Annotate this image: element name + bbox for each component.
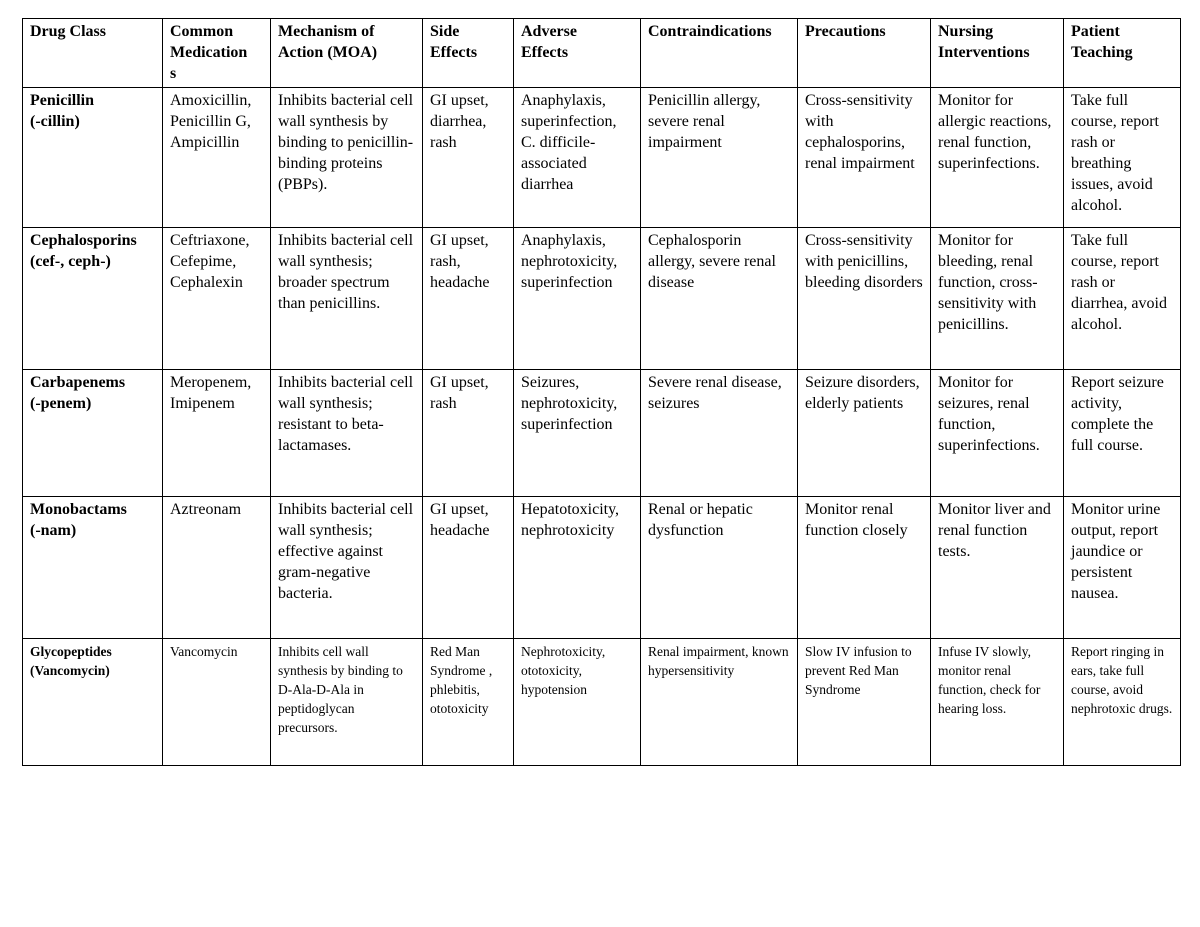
column-header-nursing-interventions: Nursing Interventions	[930, 18, 1064, 88]
column-header-contraindications: Contraindications	[640, 18, 798, 88]
table-cell: Severe renal disease, seizures	[640, 368, 798, 497]
table-cell: Inhibits bacterial cell wall synthesis; …	[270, 368, 423, 497]
table-cell: Inhibits bacterial cell wall synthesis; …	[270, 495, 423, 639]
table-cell: GI upset, rash, headache	[422, 226, 514, 370]
table-cell: Amoxicillin, Penicillin G, Ampicillin	[162, 86, 271, 228]
table-cell: Ceftriaxone, Cefepime, Cephalexin	[162, 226, 271, 370]
table-cell: GI upset, headache	[422, 495, 514, 639]
table-cell: Monitor urine output, report jaundice or…	[1063, 495, 1181, 639]
table-cell: Aztreonam	[162, 495, 271, 639]
table-cell: Vancomycin	[162, 637, 271, 766]
column-header-common-medications: Common Medication s	[162, 18, 271, 88]
table-cell: Anaphylaxis, nephrotoxicity, superinfect…	[513, 226, 641, 370]
table-cell: Red Man Syndrome , phlebitis, ototoxicit…	[422, 637, 514, 766]
table-cell: Monitor for seizures, renal function, su…	[930, 368, 1064, 497]
drug-class-cell: Glycopeptides (Vancomycin)	[22, 637, 163, 766]
drug-class-cell: Cephalosporins (cef-, ceph-)	[22, 226, 163, 370]
column-header-moa: Mechanism of Action (MOA)	[270, 18, 423, 88]
table-row-monobactams: Monobactams (-nam) Aztreonam Inhibits ba…	[22, 495, 1181, 639]
table-cell: Take full course, report rash or diarrhe…	[1063, 226, 1181, 370]
table-row-penicillin: Penicillin (-cillin) Amoxicillin, Penici…	[22, 86, 1181, 228]
table-cell: Penicillin allergy, severe renal impairm…	[640, 86, 798, 228]
column-header-side-effects: Side Effects	[422, 18, 514, 88]
table-cell: Seizure disorders, elderly patients	[797, 368, 931, 497]
table-cell: Report seizure activity, complete the fu…	[1063, 368, 1181, 497]
table-cell: Inhibits cell wall synthesis by binding …	[270, 637, 423, 766]
column-header-precautions: Precautions	[797, 18, 931, 88]
table-cell: Inhibits bacterial cell wall synthesis b…	[270, 86, 423, 228]
table-cell: Cross-sensitivity with penicillins, blee…	[797, 226, 931, 370]
table-row-cephalosporins: Cephalosporins (cef-, ceph-) Ceftriaxone…	[22, 226, 1181, 370]
table-row-glycopeptides: Glycopeptides (Vancomycin) Vancomycin In…	[22, 637, 1181, 766]
table-cell: Meropenem, Imipenem	[162, 368, 271, 497]
table-cell: Cephalosporin allergy, severe renal dise…	[640, 226, 798, 370]
header-row: Drug Class Common Medication s Mechanism…	[22, 18, 1181, 88]
table-cell: Anaphylaxis, superinfection, C. difficil…	[513, 86, 641, 228]
table-cell: Seizures, nephrotoxicity, superinfection	[513, 368, 641, 497]
table-cell: Monitor for bleeding, renal function, cr…	[930, 226, 1064, 370]
table-cell: Inhibits bacterial cell wall synthesis; …	[270, 226, 423, 370]
table-cell: Renal impairment, known hypersensitivity	[640, 637, 798, 766]
column-header-patient-teaching: Patient Teaching	[1063, 18, 1181, 88]
table-cell: Monitor renal function closely	[797, 495, 931, 639]
drug-class-cell: Monobactams (-nam)	[22, 495, 163, 639]
table-cell: Monitor for allergic reactions, renal fu…	[930, 86, 1064, 228]
table-cell: Slow IV infusion to prevent Red Man Synd…	[797, 637, 931, 766]
table-cell: Monitor liver and renal function tests.	[930, 495, 1064, 639]
drug-class-cell: Carbapenems (-penem)	[22, 368, 163, 497]
column-header-adverse-effects: Adverse Effects	[513, 18, 641, 88]
antibiotic-drug-class-table: Drug Class Common Medication s Mechanism…	[22, 18, 1181, 766]
table-cell: Renal or hepatic dysfunction	[640, 495, 798, 639]
table-cell: GI upset, rash	[422, 368, 514, 497]
table-cell: Take full course, report rash or breathi…	[1063, 86, 1181, 228]
table-row-carbapenems: Carbapenems (-penem) Meropenem, Imipenem…	[22, 368, 1181, 497]
table-cell: GI upset, diarrhea, rash	[422, 86, 514, 228]
table-cell: Infuse IV slowly, monitor renal function…	[930, 637, 1064, 766]
table-cell: Hepatotoxicity, nephrotoxicity	[513, 495, 641, 639]
drug-class-cell: Penicillin (-cillin)	[22, 86, 163, 228]
column-header-drug-class: Drug Class	[22, 18, 163, 88]
table-cell: Nephrotoxicity, ototoxicity, hypotension	[513, 637, 641, 766]
table-cell: Cross-sensitivity with cephalosporins, r…	[797, 86, 931, 228]
table-cell: Report ringing in ears, take full course…	[1063, 637, 1181, 766]
